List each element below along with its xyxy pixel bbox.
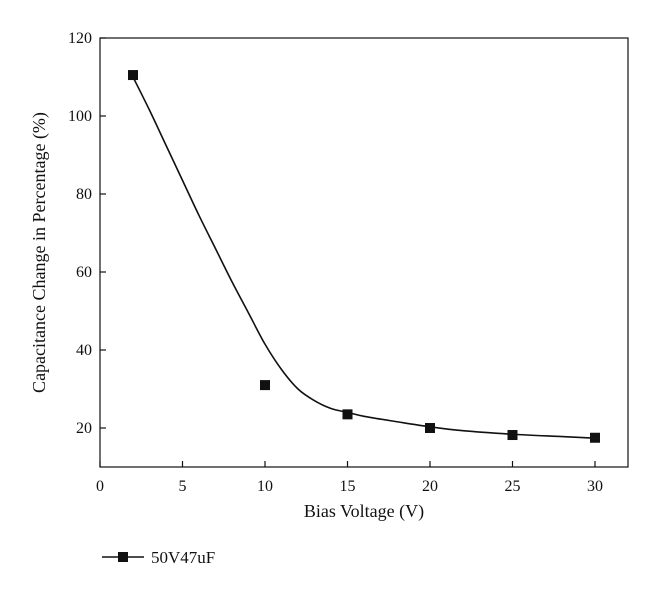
plot-frame xyxy=(99,37,629,468)
x-tick-label: 20 xyxy=(422,478,438,495)
legend: 50V47uF xyxy=(102,548,215,567)
plot-border xyxy=(99,37,629,468)
data-points xyxy=(128,70,600,443)
data-point xyxy=(128,70,138,81)
x-tick-label: 30 xyxy=(587,478,603,495)
data-point xyxy=(425,423,435,433)
y-tick-label: 120 xyxy=(68,30,92,47)
legend-marker xyxy=(118,552,128,562)
data-point xyxy=(507,430,518,441)
x-axis-title: Bias Voltage (V) xyxy=(304,501,424,522)
y-axis: 20 40 60 80 100 120 xyxy=(68,30,106,437)
y-tick-label: 40 xyxy=(76,342,92,359)
y-axis-title: Capacitance Change in Percentage (%) xyxy=(29,112,50,393)
x-tick-label: 25 xyxy=(505,478,521,495)
y-tick-label: 20 xyxy=(76,420,92,437)
y-tick-label: 80 xyxy=(76,186,92,203)
x-tick-label: 5 xyxy=(179,478,187,495)
y-tick-label: 60 xyxy=(76,264,92,281)
data-point xyxy=(590,432,600,443)
legend-label-50v47uf: 50V47uF xyxy=(151,548,215,567)
x-axis: 0 5 10 15 20 25 30 xyxy=(96,461,603,495)
fit-curve xyxy=(132,76,596,439)
y-tick-label: 100 xyxy=(68,108,92,125)
x-tick-label: 0 xyxy=(96,478,104,495)
data-point xyxy=(342,409,353,420)
x-tick-label: 10 xyxy=(257,478,273,495)
x-tick-label: 15 xyxy=(340,478,356,495)
data-point xyxy=(260,380,270,391)
